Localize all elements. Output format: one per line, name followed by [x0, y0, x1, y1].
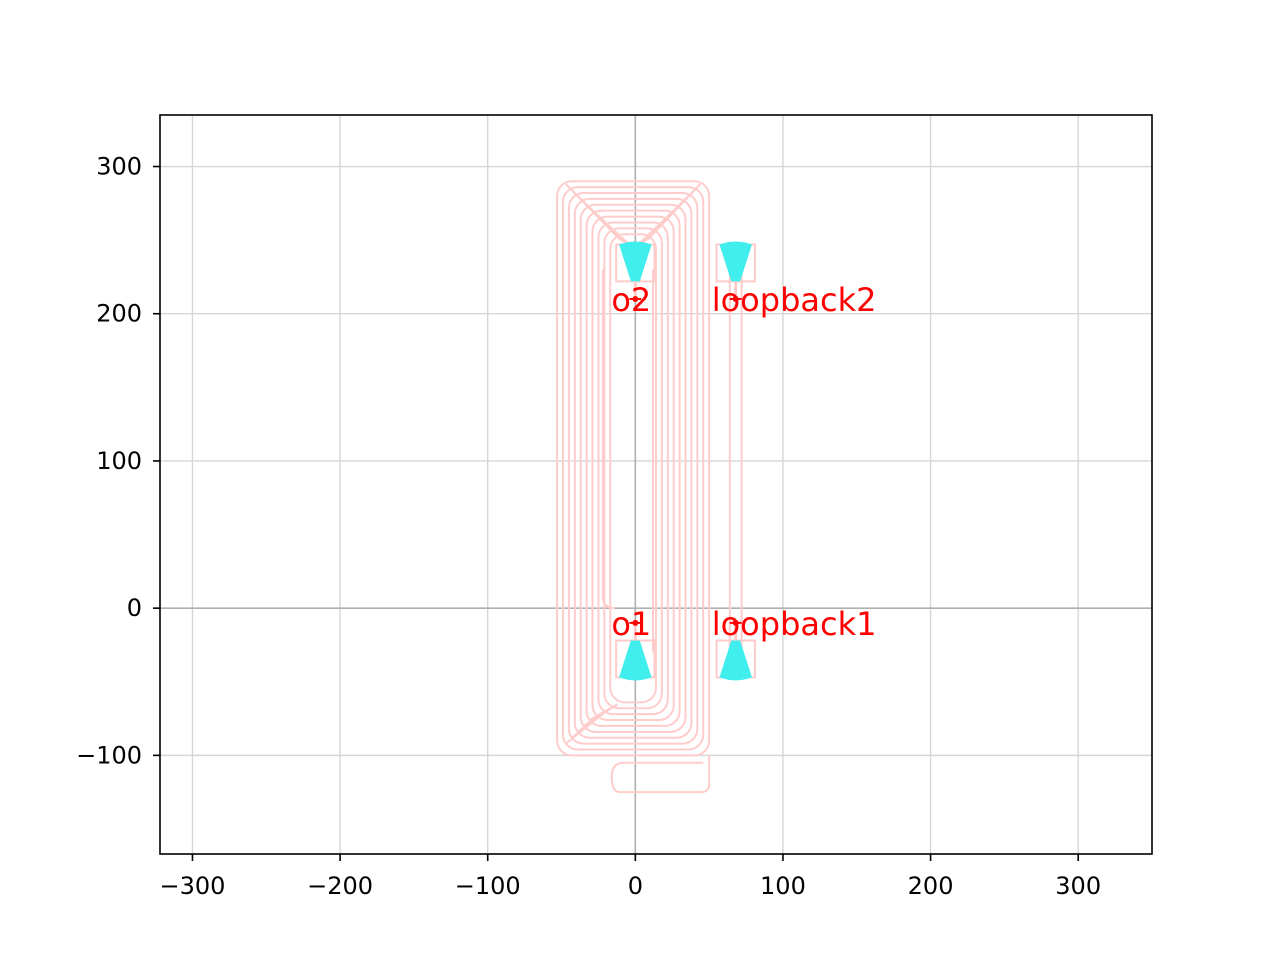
spiral-loop: [562, 186, 705, 751]
y-tick-label: 200: [96, 300, 142, 328]
spiral-loop: [591, 215, 675, 722]
x-tick-label: −200: [307, 872, 373, 900]
spiral-cross-line: [588, 207, 634, 248]
spiral-loop: [585, 209, 681, 727]
port-labels: o1 o2 loopback1 loopback2: [611, 281, 876, 643]
return-waveguide: [610, 755, 711, 794]
spiral-cross-line: [589, 703, 619, 721]
x-tick-label: −100: [455, 872, 521, 900]
port-label-loopback2: loopback2: [712, 281, 877, 319]
spiral-loop: [573, 197, 693, 739]
x-tick-label: 100: [760, 872, 806, 900]
port-label-o2: o2: [611, 281, 651, 319]
port-label-loopback1: loopback1: [712, 605, 877, 643]
x-tick-label: 200: [908, 872, 954, 900]
spiral-loop: [609, 233, 658, 704]
spiral-cross-line: [634, 207, 678, 248]
grating-coupler: [719, 241, 752, 282]
x-tick-label: 300: [1055, 872, 1101, 900]
spiral-waveguide: [556, 180, 743, 794]
y-tick-label: 0: [127, 594, 142, 622]
port-label-o1: o1: [611, 605, 651, 643]
grating-coupler: [719, 640, 752, 681]
y-tick-label: 100: [96, 447, 142, 475]
spiral-loop: [597, 221, 669, 716]
spiral-loop: [579, 203, 687, 733]
spiral-center-waveguide: [601, 269, 615, 610]
y-tick-label: −100: [76, 741, 142, 769]
grating-couplers: [615, 241, 756, 681]
grating-coupler: [619, 640, 652, 681]
spiral-loop: [603, 227, 663, 710]
axis-ticks: −300 −200 −100 0 100 200 300 −100 0 100 200 300: [76, 153, 1101, 900]
plot-frame: [159, 114, 1153, 855]
spiral-loop: [556, 180, 711, 757]
spiral-loop: [567, 192, 699, 745]
y-tick-label: 300: [96, 153, 142, 181]
x-tick-label: −300: [160, 872, 226, 900]
x-tick-label: 0: [628, 872, 643, 900]
grating-coupler: [619, 241, 652, 282]
